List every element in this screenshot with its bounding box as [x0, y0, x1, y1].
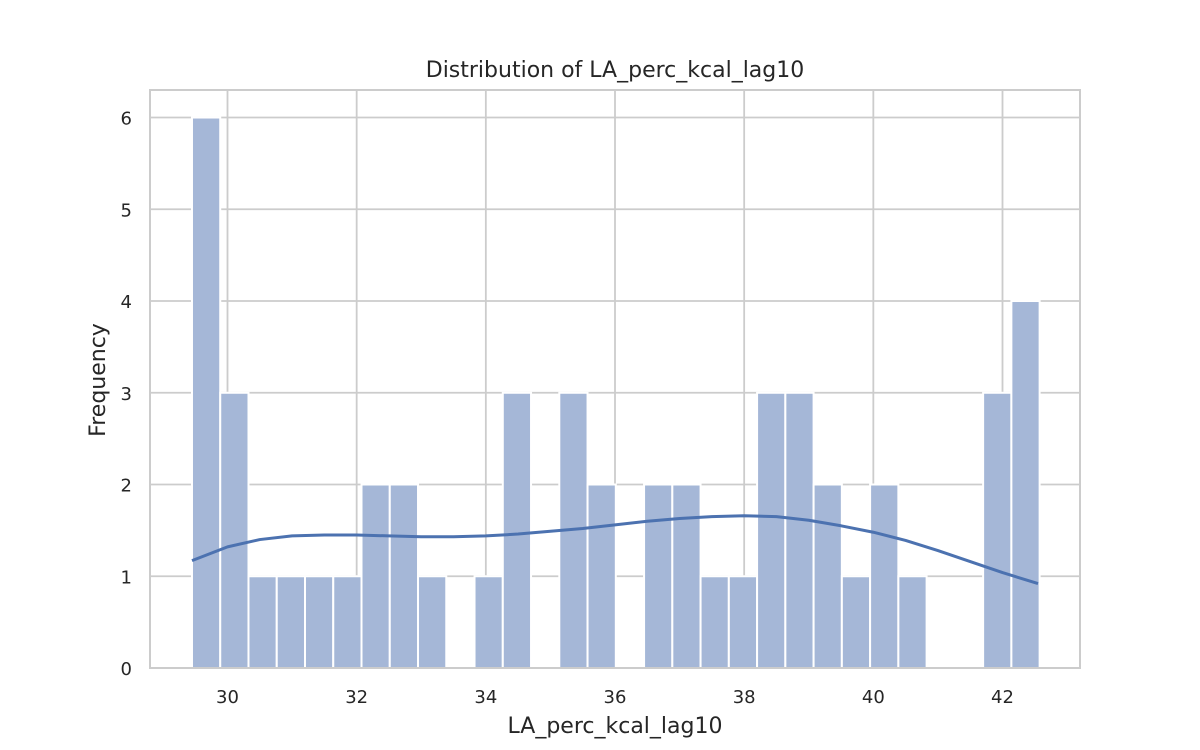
y-tick-labels: 0 1 2 3 4 5 6 — [121, 109, 132, 680]
histogram-bar — [643, 483, 674, 669]
histogram-bar — [671, 483, 702, 669]
x-tick-label: 42 — [991, 687, 1014, 708]
histogram-bar — [219, 391, 250, 669]
histogram-bar — [190, 116, 222, 670]
x-tick-label: 34 — [474, 687, 497, 708]
histogram-bar — [982, 391, 1013, 669]
y-axis-label: Frequency — [86, 323, 111, 437]
histogram-bar — [897, 575, 928, 669]
x-tick-labels: 30 32 34 36 38 40 42 — [216, 687, 1014, 708]
histogram-bar — [784, 391, 815, 669]
y-tick-label: 0 — [121, 659, 132, 680]
x-tick-label: 40 — [862, 687, 885, 708]
histogram-bar — [869, 483, 900, 669]
histogram-bar — [586, 483, 617, 669]
grid-lines — [150, 90, 1080, 669]
plot-frame — [149, 89, 1081, 669]
histogram-bar — [501, 391, 533, 669]
histogram-bar — [699, 575, 730, 669]
y-tick-label: 3 — [121, 384, 132, 405]
x-tick-label: 30 — [216, 687, 239, 708]
chart-title: Distribution of LA_perc_kcal_lag10 — [426, 58, 805, 83]
histogram-bar — [812, 483, 843, 669]
kde-curve-group — [191, 514, 1039, 586]
x-tick-label: 38 — [733, 687, 756, 708]
histogram-bar — [473, 575, 504, 669]
y-tick-label: 4 — [121, 292, 132, 313]
y-tick-label: 1 — [121, 567, 132, 588]
histogram-bar — [1010, 300, 1041, 669]
y-tick-label: 6 — [121, 109, 132, 130]
histogram-bar — [360, 483, 391, 669]
histogram-bar — [840, 575, 872, 669]
kde-line — [191, 514, 1039, 586]
histogram-bar — [247, 575, 278, 669]
x-tick-label: 32 — [345, 687, 368, 708]
histogram-bars — [190, 116, 1041, 670]
y-tick-label: 2 — [121, 476, 132, 497]
histogram-bar — [304, 575, 335, 669]
x-axis-label: LA_perc_kcal_lag10 — [508, 714, 723, 739]
histogram-bar — [756, 391, 787, 669]
y-tick-label: 5 — [121, 200, 132, 221]
histogram-bar — [275, 575, 306, 669]
x-tick-label: 36 — [604, 687, 627, 708]
histogram-bar — [332, 575, 363, 669]
histogram-bar — [388, 483, 420, 669]
histogram-bar — [727, 575, 759, 669]
histogram-bar — [417, 575, 448, 669]
